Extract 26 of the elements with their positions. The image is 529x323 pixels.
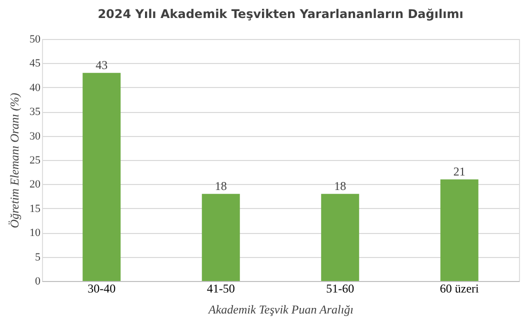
bar bbox=[82, 72, 121, 281]
y-tick-label: 15 bbox=[30, 202, 41, 215]
bar bbox=[440, 179, 478, 281]
data-label: 18 bbox=[214, 178, 227, 193]
bar bbox=[321, 194, 360, 281]
x-tick-label: 30-40 bbox=[88, 282, 116, 296]
x-axis-title: Akademik Teşvik Puan Aralığı bbox=[208, 302, 354, 316]
y-tick-label: 25 bbox=[30, 154, 41, 166]
y-tick-label: 30 bbox=[30, 130, 41, 142]
y-tick-label: 40 bbox=[30, 82, 41, 94]
y-tick-label: 35 bbox=[30, 106, 41, 118]
y-axis-title: Öğretim Elemanı Oranı (%) bbox=[8, 92, 22, 228]
bar bbox=[202, 194, 240, 281]
y-tick-label: 10 bbox=[30, 227, 41, 240]
x-tick-label: 41-50 bbox=[206, 282, 235, 296]
y-tick-label: 20 bbox=[30, 178, 41, 191]
x-tick-label: 60 üzeri bbox=[440, 282, 480, 296]
x-tick-label: 51-60 bbox=[326, 282, 354, 296]
y-tick-label: 5 bbox=[35, 251, 41, 264]
data-label: 18 bbox=[334, 178, 346, 193]
data-label: 21 bbox=[453, 164, 466, 178]
y-tick-label: 0 bbox=[35, 276, 41, 288]
data-label: 43 bbox=[96, 58, 108, 72]
chart-title: 2024 Yılı Akademik Teşvikten Yararlananların Dağılımı bbox=[98, 7, 464, 21]
y-tick-label: 50 bbox=[30, 34, 41, 46]
y-tick-label: 45 bbox=[30, 58, 41, 70]
